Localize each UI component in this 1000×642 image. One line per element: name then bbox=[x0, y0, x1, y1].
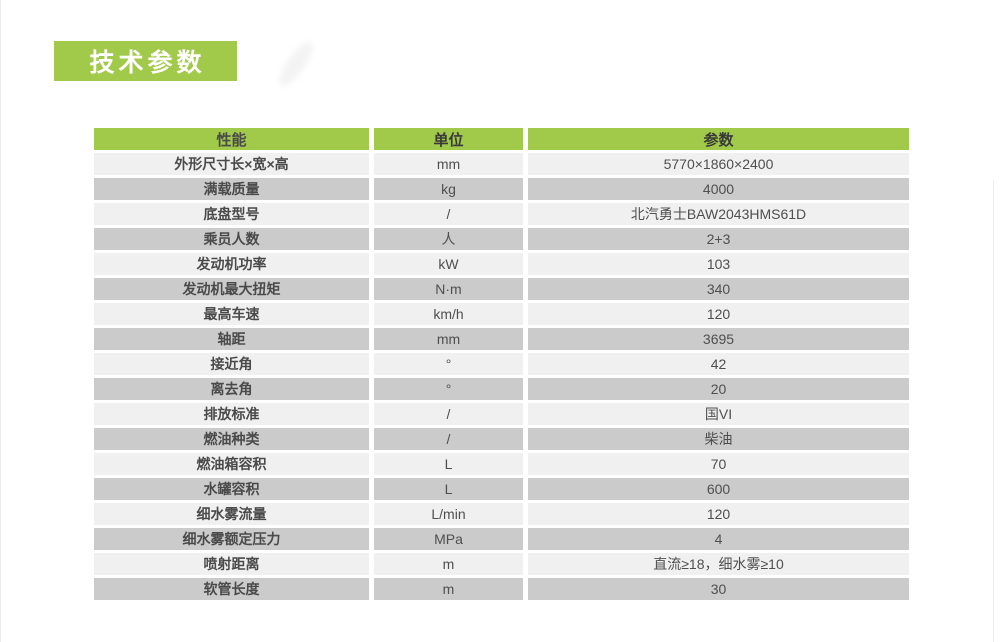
spec-name-cell: 细水雾流量 bbox=[94, 503, 369, 525]
table-row: 底盘型号 / 北汽勇士BAW2043HMS61D bbox=[94, 203, 909, 225]
spec-name-cell: 最高车速 bbox=[94, 303, 369, 325]
spec-unit-cell: MPa bbox=[374, 528, 523, 550]
table-row: 水罐容积 L 600 bbox=[94, 478, 909, 500]
table-row: 轴距 mm 3695 bbox=[94, 328, 909, 350]
spec-name-cell: 发动机最大扭矩 bbox=[94, 278, 369, 300]
spec-name-cell: 排放标准 bbox=[94, 403, 369, 425]
spec-value-cell: 340 bbox=[528, 278, 909, 300]
spec-value-cell: 2+3 bbox=[528, 228, 909, 250]
spec-name-cell: 乘员人数 bbox=[94, 228, 369, 250]
section-title-badge: 技术参数 bbox=[54, 41, 237, 81]
column-header-value: 参数 bbox=[528, 128, 909, 150]
column-header-unit: 单位 bbox=[374, 128, 523, 150]
table-row: 外形尺寸长×宽×高 mm 5770×1860×2400 bbox=[94, 153, 909, 175]
spec-unit-cell: m bbox=[374, 553, 523, 575]
spec-unit-cell: L/min bbox=[374, 503, 523, 525]
spec-value-cell: 20 bbox=[528, 378, 909, 400]
spec-unit-cell: ° bbox=[374, 378, 523, 400]
spec-value-cell: 70 bbox=[528, 453, 909, 475]
table-row: 接近角 ° 42 bbox=[94, 353, 909, 375]
spec-unit-cell: kW bbox=[374, 253, 523, 275]
table-row: 燃油种类 / 柴油 bbox=[94, 428, 909, 450]
spec-value-cell: 4 bbox=[528, 528, 909, 550]
column-header-name: 性能 bbox=[94, 128, 369, 150]
table-row: 发动机功率 kW 103 bbox=[94, 253, 909, 275]
spec-value-cell: 4000 bbox=[528, 178, 909, 200]
spec-value-cell: 国VI bbox=[528, 403, 909, 425]
spec-name-cell: 底盘型号 bbox=[94, 203, 369, 225]
spec-name-cell: 外形尺寸长×宽×高 bbox=[94, 153, 369, 175]
table-row: 离去角 ° 20 bbox=[94, 378, 909, 400]
spec-unit-cell: mm bbox=[374, 153, 523, 175]
spec-name-cell: 满载质量 bbox=[94, 178, 369, 200]
table-row: 喷射距离 m 直流≥18，细水雾≥10 bbox=[94, 553, 909, 575]
spec-unit-cell: / bbox=[374, 428, 523, 450]
spec-unit-cell: / bbox=[374, 203, 523, 225]
spec-value-cell: 直流≥18，细水雾≥10 bbox=[528, 553, 909, 575]
spec-name-cell: 软管长度 bbox=[94, 578, 369, 600]
spec-unit-cell: L bbox=[374, 453, 523, 475]
spec-value-cell: 5770×1860×2400 bbox=[528, 153, 909, 175]
spec-name-cell: 燃油种类 bbox=[94, 428, 369, 450]
spec-unit-cell: m bbox=[374, 578, 523, 600]
table-row: 排放标准 / 国VI bbox=[94, 403, 909, 425]
spec-name-cell: 细水雾额定压力 bbox=[94, 528, 369, 550]
spec-name-cell: 发动机功率 bbox=[94, 253, 369, 275]
background-smudge bbox=[273, 37, 319, 91]
spec-name-cell: 喷射距离 bbox=[94, 553, 369, 575]
spec-name-cell: 离去角 bbox=[94, 378, 369, 400]
spec-value-cell: 600 bbox=[528, 478, 909, 500]
spec-unit-cell: mm bbox=[374, 328, 523, 350]
spec-name-cell: 水罐容积 bbox=[94, 478, 369, 500]
spec-unit-cell: N·m bbox=[374, 278, 523, 300]
spec-value-cell: 120 bbox=[528, 503, 909, 525]
spec-unit-cell: / bbox=[374, 403, 523, 425]
spec-value-cell: 3695 bbox=[528, 328, 909, 350]
table-row: 满载质量 kg 4000 bbox=[94, 178, 909, 200]
table-row: 细水雾额定压力 MPa 4 bbox=[94, 528, 909, 550]
table-row: 乘员人数 人 2+3 bbox=[94, 228, 909, 250]
spec-value-cell: 柴油 bbox=[528, 428, 909, 450]
spec-value-cell: 42 bbox=[528, 353, 909, 375]
spec-table-body: 性能 单位 参数 外形尺寸长×宽×高 mm 5770×1860×2400 满载质… bbox=[94, 128, 909, 600]
spec-value-cell: 103 bbox=[528, 253, 909, 275]
spec-name-cell: 燃油箱容积 bbox=[94, 453, 369, 475]
table-row: 软管长度 m 30 bbox=[94, 578, 909, 600]
spec-unit-cell: L bbox=[374, 478, 523, 500]
spec-unit-cell: km/h bbox=[374, 303, 523, 325]
spec-unit-cell: 人 bbox=[374, 228, 523, 250]
table-row: 细水雾流量 L/min 120 bbox=[94, 503, 909, 525]
table-row: 最高车速 km/h 120 bbox=[94, 303, 909, 325]
spec-value-cell: 北汽勇士BAW2043HMS61D bbox=[528, 203, 909, 225]
spec-value-cell: 120 bbox=[528, 303, 909, 325]
spec-unit-cell: kg bbox=[374, 178, 523, 200]
spec-value-cell: 30 bbox=[528, 578, 909, 600]
section-title-label: 技术参数 bbox=[89, 49, 206, 77]
spec-name-cell: 接近角 bbox=[94, 353, 369, 375]
spec-name-cell: 轴距 bbox=[94, 328, 369, 350]
spec-unit-cell: ° bbox=[374, 353, 523, 375]
spec-table-header: 性能 单位 参数 bbox=[94, 128, 909, 150]
table-row: 发动机最大扭矩 N·m 340 bbox=[94, 278, 909, 300]
table-row: 燃油箱容积 L 70 bbox=[94, 453, 909, 475]
page-edge-line bbox=[993, 180, 994, 642]
